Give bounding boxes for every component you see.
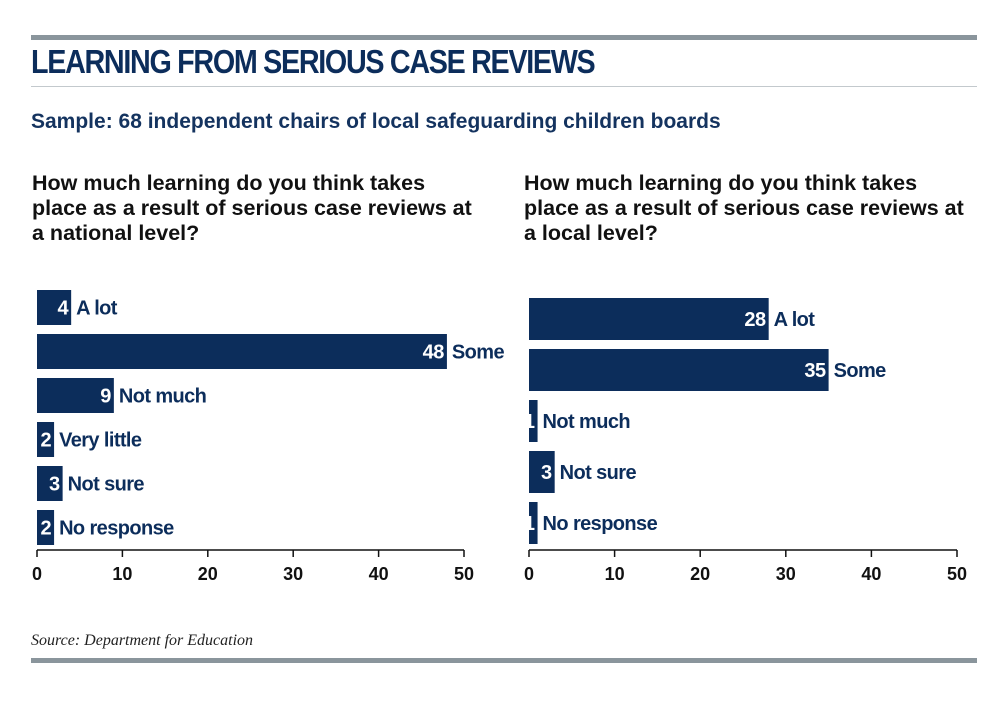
national-value-label-0: 4 [58,298,70,320]
local-bar-0 [529,298,769,340]
local-category-label-3: Not sure [560,462,637,484]
national-category-label-5: No response [59,518,174,540]
local-value-label-0: 28 [744,309,766,331]
national-bar-1 [37,334,447,369]
local-x-tick-label-40: 40 [861,564,881,584]
local-value-label-4: 1 [524,513,535,535]
national-category-label-1: Some [452,342,505,364]
national-x-tick-label-20: 20 [198,564,218,584]
local-category-label-4: No response [543,513,658,535]
national-category-label-3: Very little [59,430,142,452]
national-x-tick-label-0: 0 [32,564,42,584]
bottom-rule [31,658,977,663]
national-bar-3 [37,422,55,457]
national-bar-4 [37,466,63,501]
local-x-tick-label-50: 50 [947,564,967,584]
local-bar-4 [529,502,538,544]
local-x-tick-label-0: 0 [524,564,534,584]
local-category-label-0: A lot [774,309,816,331]
local-value-label-2: 1 [524,411,535,433]
national-category-label-4: Not sure [68,474,145,496]
local-bar-2 [529,400,538,442]
local-value-label-3: 3 [541,462,552,484]
local-bar-1 [529,349,829,391]
local-bar-3 [529,451,555,493]
source-note: Source: Department for Education [31,632,254,649]
chart-title: LEARNING FROM SERIOUS CASE REVIEWS [31,43,596,80]
local-x-tick-label-30: 30 [776,564,796,584]
national-bar-0 [37,290,72,325]
local-category-label-1: Some [834,360,887,382]
national-x-tick-label-40: 40 [369,564,389,584]
local-x-tick-label-10: 10 [605,564,625,584]
national-value-label-4: 3 [49,474,60,496]
top-rule [31,35,977,40]
national-bar-2 [37,378,114,413]
local-question-title: How much learning do you think takes pla… [524,171,964,245]
national-value-label-1: 48 [423,342,445,364]
chart-subtitle: Sample: 68 independent chairs of local s… [31,110,721,133]
national-x-tick-label-50: 50 [454,564,474,584]
local-category-label-2: Not much [543,411,630,433]
national-bar-5 [37,510,55,545]
local-value-label-1: 35 [804,360,826,382]
national-value-label-2: 9 [100,386,111,408]
national-x-tick-label-10: 10 [112,564,132,584]
local-x-tick-label-20: 20 [690,564,710,584]
national-category-label-2: Not much [119,386,206,408]
national-value-label-3: 2 [40,430,51,452]
national-x-tick-label-30: 30 [283,564,303,584]
national-category-label-0: A lot [76,298,118,320]
national-question-title: How much learning do you think takes pla… [32,171,472,245]
national-value-label-5: 2 [40,518,51,540]
title-divider [31,86,977,87]
